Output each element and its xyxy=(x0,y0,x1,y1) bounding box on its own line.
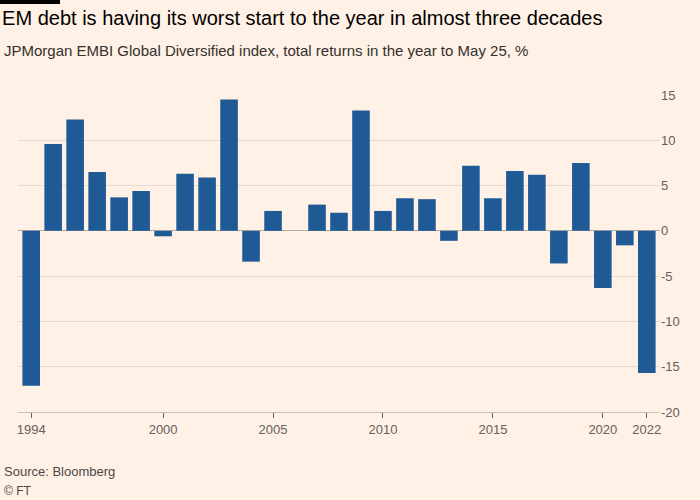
svg-text:-15: -15 xyxy=(661,359,680,374)
svg-text:2005: 2005 xyxy=(259,422,288,437)
svg-text:2015: 2015 xyxy=(478,422,507,437)
svg-text:EM debt is having its worst st: EM debt is having its worst start to the… xyxy=(2,7,602,29)
svg-text:0: 0 xyxy=(661,223,668,238)
svg-text:2010: 2010 xyxy=(369,422,398,437)
svg-text:2020: 2020 xyxy=(588,422,617,437)
svg-text:2000: 2000 xyxy=(149,422,178,437)
svg-text:JPMorgan EMBI Global Diversifi: JPMorgan EMBI Global Diversified index, … xyxy=(4,42,528,59)
svg-text:-5: -5 xyxy=(661,269,673,284)
svg-text:Source: Bloomberg: Source: Bloomberg xyxy=(4,464,115,479)
svg-text:5: 5 xyxy=(661,178,668,193)
svg-text:15: 15 xyxy=(661,88,675,103)
svg-text:-20: -20 xyxy=(661,405,680,420)
svg-text:2022: 2022 xyxy=(632,422,661,437)
svg-text:© FT: © FT xyxy=(4,484,32,498)
svg-text:-10: -10 xyxy=(661,314,680,329)
svg-text:1994: 1994 xyxy=(17,422,46,437)
svg-text:10: 10 xyxy=(661,133,675,148)
